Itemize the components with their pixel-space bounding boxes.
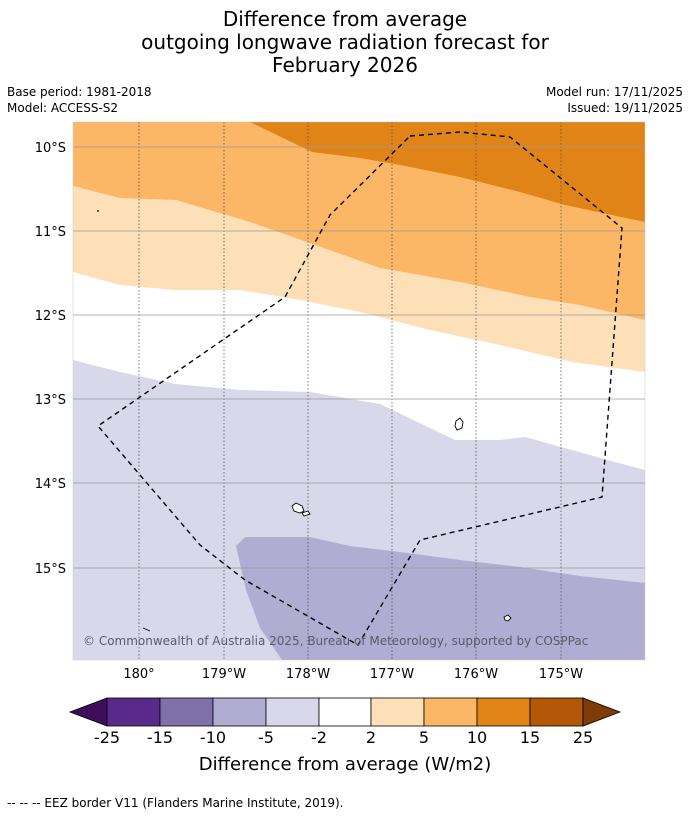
- colorbar-max-extension: [582, 697, 622, 727]
- longitude-labels: 180° 179°W 178°W 177°W 176°W 175°W: [123, 667, 583, 682]
- lat-label: 15°S: [35, 562, 66, 577]
- colorbar-segment: [476, 697, 531, 727]
- colorbar-tick: 10: [467, 728, 487, 747]
- colorbar: -25 -15 -10 -5 -2 2 5 10 15 25 Differenc…: [68, 697, 622, 775]
- meta-left: Base period: 1981-2018 Model: ACCESS-S2: [7, 84, 152, 116]
- lon-label: 178°W: [286, 667, 330, 682]
- island-outline: [301, 510, 311, 517]
- lat-label: 10°S: [35, 141, 66, 156]
- colorbar-segment: [423, 697, 478, 727]
- model-name: Model: ACCESS-S2: [7, 101, 119, 115]
- meta-right: Model run: 17/11/2025 Issued: 19/11/2025: [546, 84, 683, 116]
- title-line-1: Difference from average: [222, 7, 468, 31]
- colorbar-segment: [318, 697, 372, 727]
- island-outline: [454, 417, 464, 431]
- issued-date: Issued: 19/11/2025: [567, 101, 683, 115]
- colorbar-segment: [159, 697, 214, 727]
- colorbar-tick: 25: [573, 728, 593, 747]
- base-period: Base period: 1981-2018: [7, 85, 152, 99]
- map-area: © Commonwealth of Australia 2025, Bureau…: [73, 122, 645, 660]
- colorbar-tick: -10: [200, 728, 226, 747]
- longitude-gridlines: [138, 122, 562, 660]
- island-outline: [291, 502, 305, 514]
- colorbar-tick: 5: [419, 728, 429, 747]
- lat-label: 12°S: [35, 309, 66, 324]
- lat-label: 13°S: [35, 393, 66, 408]
- lat-label: 11°S: [35, 225, 66, 240]
- colorbar-tick: -25: [94, 728, 120, 747]
- map-frame: [72, 121, 646, 661]
- title-line-3: February 2026: [272, 53, 418, 77]
- lon-label: 180°: [123, 667, 154, 682]
- map-figure: © Commonwealth of Australia 2025, Bureau…: [35, 121, 646, 775]
- island-outline: [503, 614, 512, 622]
- model-run: Model run: 17/11/2025: [545, 85, 683, 99]
- colorbar-title: Difference from average (W/m2): [199, 754, 491, 775]
- lat-label: 14°S: [35, 477, 66, 492]
- eez-border: [96, 131, 623, 646]
- eez-footnote: -- -- -- EEZ border V11 (Flanders Marine…: [7, 796, 344, 810]
- island-outline: [142, 627, 151, 632]
- chart-title: Difference from average outgoing longwav…: [0, 8, 690, 77]
- lon-label: 177°W: [370, 667, 414, 682]
- colorbar-segment: [265, 697, 320, 727]
- lon-label: 179°W: [202, 667, 246, 682]
- colorbar-min-extension: [68, 697, 108, 727]
- colorbar-segment: [370, 697, 425, 727]
- colorbar-segment: [529, 697, 584, 727]
- latitude-labels: 10°S 11°S 12°S 13°S 14°S 15°S: [35, 141, 66, 577]
- colorbar-tick: 2: [366, 728, 376, 747]
- colorbar-segment: [212, 697, 267, 727]
- colorbar-segment: [106, 697, 161, 727]
- colorbar-tick: -15: [147, 728, 173, 747]
- colorbar-tick: 15: [520, 728, 540, 747]
- colorbar-tick: -5: [258, 728, 274, 747]
- lon-label: 175°W: [539, 667, 583, 682]
- island-dot: [97, 210, 99, 212]
- title-line-2: outgoing longwave radiation forecast for: [141, 30, 549, 54]
- latitude-gridlines: [73, 146, 645, 569]
- lon-label: 176°W: [454, 667, 498, 682]
- copyright-notice: © Commonwealth of Australia 2025, Bureau…: [83, 634, 588, 648]
- colorbar-tick: -2: [311, 728, 327, 747]
